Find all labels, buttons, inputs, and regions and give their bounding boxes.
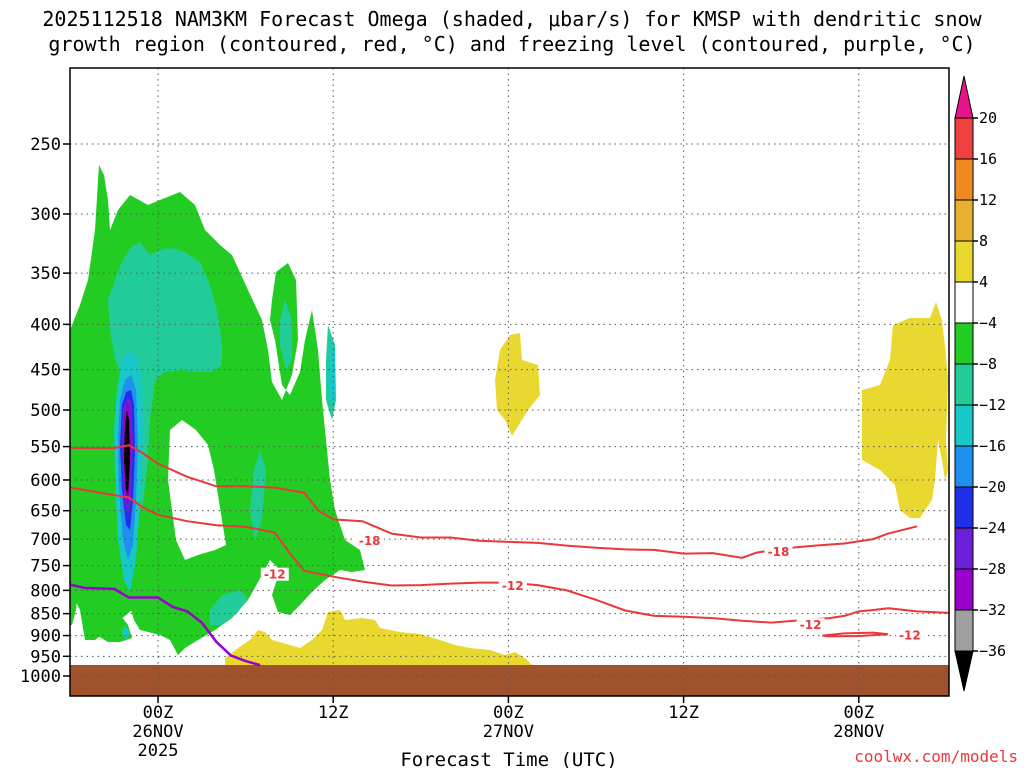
y-tick-label: 900 — [30, 627, 61, 647]
y-axis: 2503003504004505005506006507007508008509… — [20, 135, 70, 687]
colorbar-swatch — [954, 445, 974, 488]
omega-region-tealgreen-3 — [280, 300, 292, 370]
colorbar-tick-label: −4 — [979, 314, 997, 332]
omega-region-cyan-2 — [328, 340, 335, 405]
contour-label: -12 — [264, 568, 286, 582]
y-tick-label: 950 — [30, 647, 61, 667]
colorbar-swatch — [954, 117, 974, 160]
y-tick-label: 1000 — [20, 667, 61, 687]
x-tick-label: 12Z — [668, 703, 699, 723]
colorbar-swatch — [954, 322, 974, 365]
colorbar-swatch — [954, 363, 974, 406]
y-tick-label: 300 — [30, 205, 61, 225]
x-tick-label: 26NOV — [132, 722, 183, 742]
omega-region-black — [124, 410, 130, 495]
y-tick-label: 600 — [30, 471, 61, 491]
colorbar-tick-label: −32 — [979, 601, 1006, 619]
contour-label: -18 — [359, 534, 381, 548]
contour-purple-freezing-line — [70, 583, 261, 667]
credit-text: coolwx.com/models — [854, 747, 1018, 766]
colorbar-tick-label: −16 — [979, 437, 1006, 455]
colorbar-tick-label: 8 — [979, 232, 988, 250]
colorbar-swatch — [954, 527, 974, 570]
colorbar-swatch — [954, 158, 974, 201]
colorbar-tick-label: −36 — [979, 642, 1006, 660]
y-tick-label: 550 — [30, 438, 61, 458]
colorbar-tick-label: 4 — [979, 273, 988, 291]
contour-label-bg — [498, 579, 527, 593]
colorbar-over-arrow — [954, 75, 974, 119]
chart-title-line2: growth region (contoured, red, °C) and f… — [48, 32, 975, 56]
omega-region-yellow-right — [862, 302, 948, 518]
colorbar-tick-label: −8 — [979, 355, 997, 373]
y-tick-label: 350 — [30, 264, 61, 284]
colorbar-swatch — [954, 609, 974, 652]
grid-lines — [70, 68, 949, 696]
colorbar-tick-label: 16 — [979, 150, 997, 168]
colorbar-swatch — [954, 281, 974, 324]
contour-label-bg — [355, 533, 384, 547]
colorbar-swatch — [954, 199, 974, 242]
y-tick-label: 750 — [30, 557, 61, 577]
omega-region-yellow-low — [225, 610, 540, 680]
colorbar-tick-label: −20 — [979, 478, 1006, 496]
contour-label: -12 — [899, 629, 921, 643]
y-tick-label: 400 — [30, 315, 61, 335]
x-tick-label: 00Z — [143, 703, 174, 723]
y-tick-label: 650 — [30, 502, 61, 522]
contour-red-line — [822, 631, 889, 638]
colorbar-swatch — [954, 240, 974, 283]
colorbar-swatch — [954, 568, 974, 611]
colorbar-tick-label: 12 — [979, 191, 997, 209]
x-tick-label: 12Z — [318, 703, 349, 723]
contour-label: -12 — [502, 579, 524, 593]
contour-label: -18 — [768, 545, 790, 559]
omega-region-yellow-mid — [495, 333, 540, 436]
colorbar-tick-label: −12 — [979, 396, 1006, 414]
colorbar-tick-label: 20 — [979, 109, 997, 127]
contour-label-bg — [764, 545, 793, 559]
omega-region-green-lower — [70, 560, 80, 625]
y-tick-label: 800 — [30, 581, 61, 601]
contour-label-bg — [895, 628, 924, 642]
x-tick-label: 28NOV — [833, 722, 884, 742]
contour-label: -12 — [800, 618, 822, 632]
colorbar-tick-label: −24 — [979, 519, 1006, 537]
omega-region-cyan-3 — [122, 625, 130, 640]
chart-title-line1: 2025112518 NAM3KM Forecast Omega (shaded… — [42, 7, 982, 31]
contour-label-bg — [260, 567, 289, 581]
ground-band — [70, 665, 949, 696]
plot-frame — [69, 67, 950, 697]
contour-label-bg — [796, 618, 825, 632]
x-tick-label: 27NOV — [483, 722, 534, 742]
colorbar: −36 −32 −28 −24 −20 −16 −12 −8 −4 4 8 12 16 20 — [954, 75, 1006, 692]
contour-labels: -18 -18 -12 -12 -12 -12 — [260, 533, 924, 643]
x-tick-label: 00Z — [493, 703, 524, 723]
colorbar-under-arrow — [954, 650, 974, 692]
y-tick-label: 500 — [30, 401, 61, 421]
x-tick-label: 00Z — [843, 703, 874, 723]
colorbar-swatch — [954, 404, 974, 447]
x-axis-label: Forecast Time (UTC) — [400, 749, 617, 768]
omega-region-tealgreen-5 — [210, 590, 248, 625]
omega-region-tealgreen-2 — [250, 450, 266, 540]
x-tick-label: 2025 — [138, 741, 179, 761]
colorbar-swatch — [954, 486, 974, 529]
omega-shading — [70, 165, 948, 680]
colorbar-tick-label: −28 — [979, 560, 1006, 578]
y-tick-label: 700 — [30, 530, 61, 550]
y-tick-label: 450 — [30, 361, 61, 381]
y-tick-label: 850 — [30, 605, 61, 625]
y-tick-label: 250 — [30, 135, 61, 155]
